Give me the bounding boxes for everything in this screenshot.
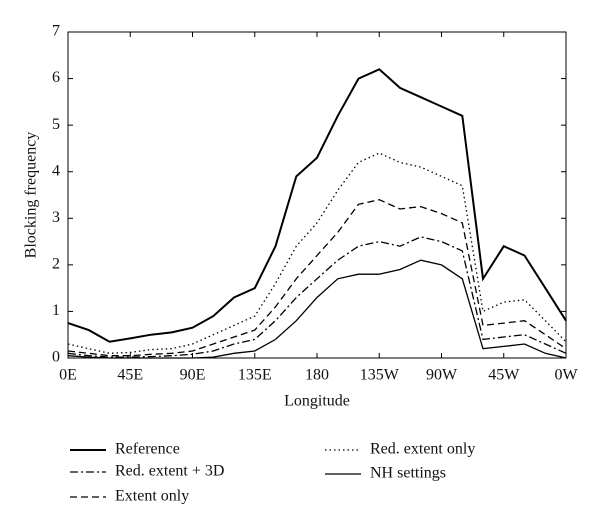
series-line — [67, 199, 567, 357]
x-tick-label: 90W — [426, 367, 458, 384]
x-tick-label: 45W — [488, 367, 520, 384]
x-tick-label: 45E — [117, 367, 143, 384]
y-tick-label: 6 — [52, 69, 60, 86]
series-line — [67, 259, 567, 359]
legend-label: Extent only — [115, 488, 189, 505]
y-tick-label: 0 — [52, 349, 60, 366]
legend-label: NH settings — [370, 465, 446, 482]
y-tick-label: 1 — [52, 302, 60, 319]
x-tick-label: 180 — [305, 367, 329, 384]
x-tick-label: 135W — [360, 367, 400, 384]
legend-label: Red. extent only — [370, 441, 475, 458]
plot-frame — [67, 31, 567, 359]
x-tick-label: 0W — [554, 367, 578, 384]
x-tick-label: 135E — [238, 367, 272, 384]
y-tick-label: 5 — [52, 116, 60, 133]
legend-label: Reference — [115, 441, 180, 458]
x-tick-label: 0E — [59, 367, 77, 384]
series-line — [67, 236, 567, 358]
y-tick-label: 3 — [52, 209, 60, 226]
y-tick-label: 7 — [52, 23, 60, 40]
y-tick-label: 4 — [52, 162, 60, 179]
legend-label: Red. extent + 3D — [115, 463, 224, 480]
series-line — [67, 152, 567, 354]
x-tick-label: 90E — [180, 367, 206, 384]
y-axis-label: Blocking frequency — [23, 132, 40, 259]
x-axis-label: Longitude — [284, 393, 350, 410]
y-tick-label: 2 — [52, 256, 60, 273]
series-line — [67, 68, 567, 343]
